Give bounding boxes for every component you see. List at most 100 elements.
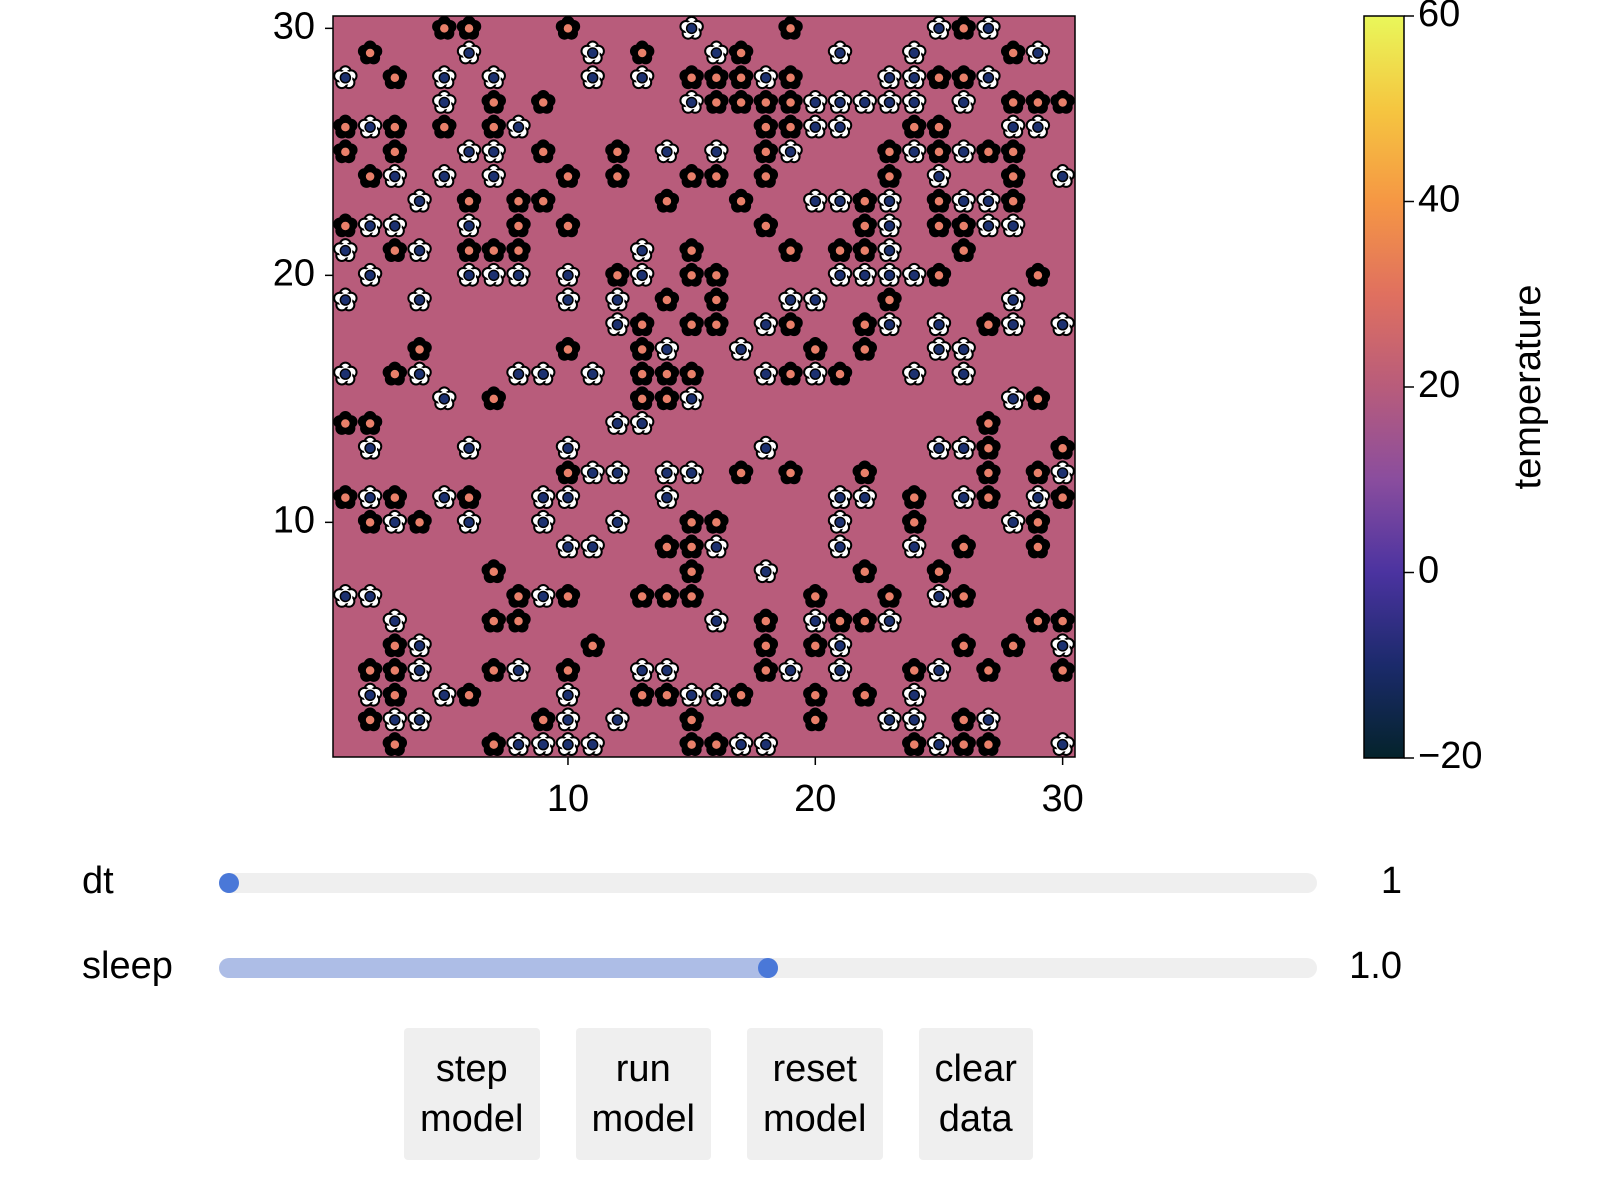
daisy	[531, 139, 556, 164]
daisy	[333, 114, 358, 139]
daisy	[481, 238, 506, 263]
daisy	[976, 139, 1001, 164]
daisy	[1050, 312, 1075, 337]
daisy	[432, 89, 457, 114]
daisy-center	[760, 72, 772, 84]
daisy	[1025, 534, 1051, 559]
daisy	[654, 386, 680, 411]
daisy-center	[784, 121, 797, 133]
daisy-center	[339, 244, 352, 257]
daisy	[654, 287, 680, 312]
daisy-center	[735, 195, 747, 207]
daisy	[951, 583, 976, 608]
daisy	[926, 312, 952, 337]
daisy-center	[364, 47, 376, 59]
daisy	[704, 287, 729, 312]
daisy-center	[685, 170, 698, 183]
daisy-center	[784, 72, 797, 84]
daisy-center	[710, 72, 723, 84]
daisy-center	[933, 72, 945, 84]
daisy	[382, 485, 408, 510]
daisy-center	[957, 195, 970, 207]
button[interactable]: step model	[404, 1028, 540, 1160]
daisy	[926, 559, 952, 584]
daisy-center	[784, 96, 797, 109]
button[interactable]: run model	[575, 1028, 711, 1160]
colorbar-tick-label: −20	[1418, 735, 1482, 777]
daisy-center	[537, 590, 549, 603]
daisy	[382, 633, 408, 658]
daisy	[382, 213, 408, 238]
daisy-center	[661, 664, 673, 677]
daisy-center	[636, 72, 648, 84]
daisy	[902, 40, 927, 65]
daisy-center	[933, 146, 945, 158]
button-bar: step model run model reset model clear data	[404, 1028, 1033, 1160]
daisy-center	[982, 442, 995, 454]
daisy	[803, 114, 828, 139]
daisy	[555, 682, 581, 707]
daisy	[778, 361, 803, 386]
daisy	[1050, 460, 1075, 485]
daisy	[753, 658, 779, 682]
button[interactable]: reset model	[747, 1028, 883, 1160]
daisy-center	[636, 368, 648, 380]
daisy-center	[1032, 467, 1044, 479]
daisy	[679, 312, 704, 337]
daisy-center	[413, 195, 426, 207]
daisy-center	[586, 738, 599, 751]
daisy	[753, 435, 779, 460]
daisy	[827, 633, 853, 658]
daisy-center	[389, 244, 401, 257]
daisy	[382, 682, 408, 707]
daisy	[580, 534, 605, 559]
daisy	[382, 164, 408, 188]
button[interactable]: clear data	[918, 1028, 1033, 1160]
daisy	[827, 658, 853, 682]
daisy-center	[562, 467, 574, 479]
daisy	[827, 485, 853, 510]
daisy-center	[562, 664, 574, 677]
daisy-center	[537, 738, 549, 751]
daisy	[1025, 114, 1051, 139]
daisy	[753, 213, 779, 238]
daisy	[976, 213, 1001, 238]
daisy-center	[364, 664, 376, 677]
daisy	[976, 732, 1001, 757]
daisy-center	[413, 368, 426, 380]
daisy	[357, 485, 383, 510]
slider-knob[interactable]	[758, 958, 778, 978]
daisy	[753, 65, 779, 90]
daisy	[704, 509, 729, 534]
daisy-center	[760, 738, 772, 751]
daisy	[704, 139, 729, 164]
daisy-center	[685, 689, 698, 701]
daisy-center	[1056, 319, 1069, 331]
daisy-center	[685, 96, 698, 109]
daisy	[605, 509, 630, 534]
daisy	[580, 40, 605, 65]
daisy	[877, 238, 902, 263]
daisy	[654, 485, 680, 510]
daisy	[481, 65, 506, 90]
daisy	[654, 336, 680, 361]
daisy-center	[859, 689, 871, 701]
daisy	[333, 411, 358, 435]
colorbar-tick-label: 0	[1418, 550, 1439, 592]
daisy-center	[1056, 170, 1069, 183]
daisy	[481, 608, 506, 633]
daisy-center	[1056, 442, 1069, 454]
daisy	[926, 658, 952, 682]
daisy-center	[413, 640, 426, 652]
daisy-center	[1007, 319, 1019, 331]
daisy	[580, 460, 605, 485]
slider-knob[interactable]	[219, 873, 239, 893]
daisy	[877, 583, 902, 608]
daisy	[555, 213, 581, 238]
daisy	[333, 139, 358, 164]
daisy-center	[809, 343, 822, 356]
daisy-center	[957, 714, 970, 726]
daisy	[654, 139, 680, 164]
daisy	[753, 559, 779, 584]
daisy	[926, 435, 952, 460]
